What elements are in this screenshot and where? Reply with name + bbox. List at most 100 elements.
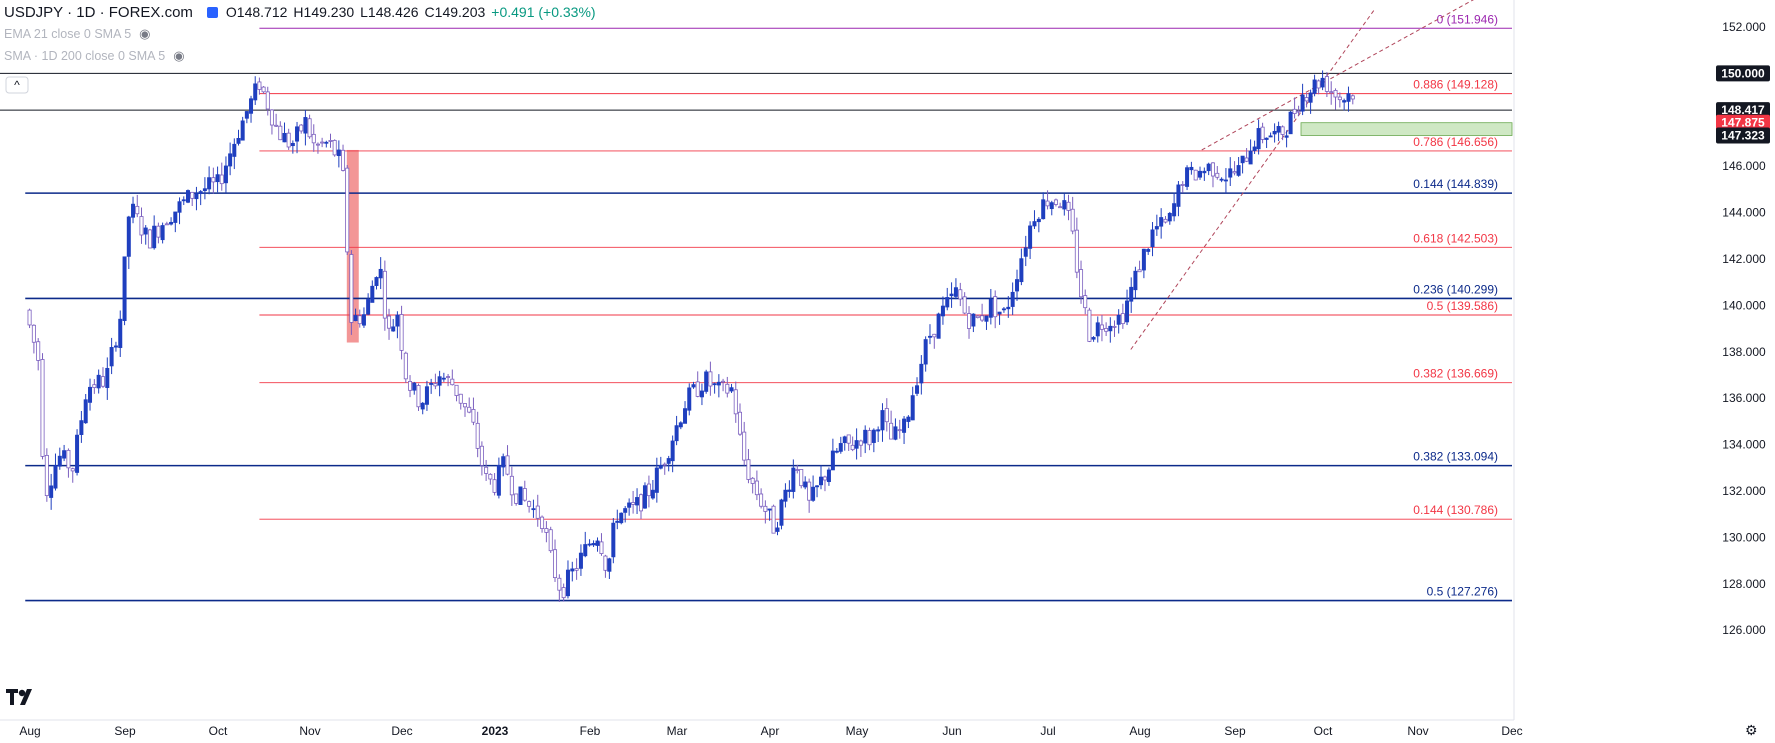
candle-body[interactable]: [118, 318, 123, 348]
candle-body[interactable]: [615, 520, 620, 523]
candle-body[interactable]: [1350, 95, 1355, 100]
candle-body[interactable]: [1058, 206, 1063, 209]
candle-body[interactable]: [257, 81, 262, 90]
candle-body[interactable]: [374, 277, 379, 286]
candle-body[interactable]: [66, 449, 71, 469]
candle-body[interactable]: [1112, 325, 1117, 328]
candle-body[interactable]: [1099, 324, 1104, 330]
candle-body[interactable]: [662, 463, 667, 466]
candle-body[interactable]: [332, 140, 337, 156]
candle-body[interactable]: [1015, 279, 1020, 292]
candle-body[interactable]: [514, 493, 519, 504]
candle-body[interactable]: [544, 528, 549, 533]
candle-body[interactable]: [971, 313, 976, 327]
candle-body[interactable]: [122, 256, 127, 321]
candle-body[interactable]: [923, 339, 928, 365]
candle-body[interactable]: [763, 505, 768, 512]
candle-body[interactable]: [867, 430, 872, 446]
candle-body[interactable]: [1329, 91, 1334, 94]
candle-body[interactable]: [750, 477, 755, 484]
candle-body[interactable]: [962, 296, 967, 314]
candle-body[interactable]: [1041, 199, 1046, 220]
candle-body[interactable]: [450, 378, 455, 386]
candle-body[interactable]: [1228, 168, 1233, 178]
candle-body[interactable]: [674, 425, 679, 442]
candle-body[interactable]: [561, 587, 566, 599]
candle-body[interactable]: [721, 380, 726, 383]
candle-body[interactable]: [382, 270, 387, 319]
candle-body[interactable]: [1342, 100, 1347, 103]
candle-body[interactable]: [540, 516, 545, 529]
candle-body[interactable]: [980, 315, 985, 321]
candle-body[interactable]: [759, 493, 764, 507]
candle-body[interactable]: [88, 386, 93, 403]
candle-body[interactable]: [336, 149, 341, 157]
candle-body[interactable]: [1206, 163, 1211, 172]
candle-body[interactable]: [1036, 218, 1041, 223]
candle-body[interactable]: [357, 315, 362, 325]
candle-body[interactable]: [919, 363, 924, 384]
candle-body[interactable]: [984, 315, 989, 322]
candle-body[interactable]: [1280, 126, 1285, 135]
candle-body[interactable]: [113, 345, 118, 348]
candle-body[interactable]: [565, 569, 570, 597]
candle-body[interactable]: [1019, 258, 1024, 283]
candle-body[interactable]: [378, 268, 383, 279]
candle-body[interactable]: [475, 422, 480, 449]
candle-body[interactable]: [646, 483, 651, 497]
candle-body[interactable]: [173, 211, 178, 223]
candle-body[interactable]: [975, 315, 980, 319]
candle-body[interactable]: [169, 221, 174, 225]
candle-body[interactable]: [631, 502, 636, 505]
candle-body[interactable]: [412, 382, 417, 391]
candle-body[interactable]: [391, 326, 396, 332]
candle-body[interactable]: [420, 402, 425, 410]
candle-body[interactable]: [370, 285, 375, 303]
candle-body[interactable]: [795, 469, 800, 471]
candle-body[interactable]: [936, 313, 941, 339]
candle-body[interactable]: [433, 383, 438, 387]
candle-body[interactable]: [40, 359, 45, 457]
price-tag[interactable]: [1716, 65, 1770, 82]
candle-body[interactable]: [236, 138, 241, 144]
candle-body[interactable]: [395, 314, 400, 327]
candle-body[interactable]: [1202, 170, 1207, 174]
candle-body[interactable]: [1316, 80, 1321, 89]
candle-body[interactable]: [687, 387, 692, 411]
candle-body[interactable]: [320, 141, 325, 144]
candle-body[interactable]: [997, 311, 1002, 315]
price-tag[interactable]: [1716, 127, 1770, 144]
candle-body[interactable]: [160, 225, 165, 241]
candle-body[interactable]: [215, 174, 220, 183]
candle-body[interactable]: [269, 109, 274, 126]
candle-body[interactable]: [232, 143, 237, 157]
candle-body[interactable]: [274, 124, 279, 127]
candle-body[interactable]: [62, 450, 67, 459]
candle-body[interactable]: [295, 126, 300, 142]
candle-body[interactable]: [1180, 184, 1185, 186]
candle-body[interactable]: [349, 254, 354, 323]
candle-body[interactable]: [1215, 172, 1220, 178]
candle-body[interactable]: [194, 193, 199, 200]
candle-body[interactable]: [290, 142, 295, 147]
candle-body[interactable]: [1185, 167, 1190, 187]
candle-body[interactable]: [1172, 203, 1177, 217]
candle-body[interactable]: [1333, 90, 1338, 98]
candle-body[interactable]: [249, 98, 254, 114]
candle-body[interactable]: [838, 443, 843, 452]
candle-body[interactable]: [181, 199, 186, 202]
candle-body[interactable]: [361, 314, 366, 326]
candle-body[interactable]: [105, 367, 110, 388]
candle-body[interactable]: [787, 489, 792, 492]
candle-body[interactable]: [1236, 165, 1241, 176]
candle-body[interactable]: [678, 422, 683, 428]
candle-body[interactable]: [583, 544, 588, 557]
candle-body[interactable]: [733, 389, 738, 415]
candle-body[interactable]: [1010, 291, 1015, 307]
candle-body[interactable]: [574, 568, 579, 571]
candle-body[interactable]: [164, 223, 169, 226]
candle-body[interactable]: [858, 440, 863, 446]
candle-body[interactable]: [599, 541, 604, 554]
candle-body[interactable]: [927, 335, 932, 338]
